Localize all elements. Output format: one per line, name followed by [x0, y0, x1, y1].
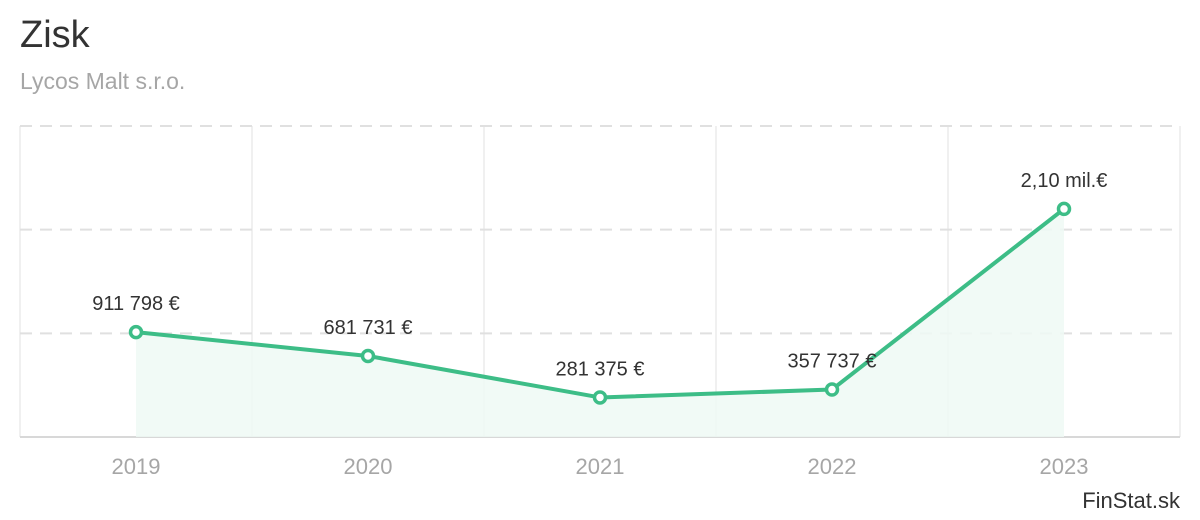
- data-point: [592, 390, 608, 405]
- data-point: [1056, 201, 1072, 217]
- x-tick-label: 2019: [112, 454, 161, 479]
- chart-title: Zisk: [20, 14, 90, 56]
- finstat-credit-link[interactable]: FinStat.sk: [1082, 488, 1180, 513]
- data-label: 357 737 €: [788, 351, 877, 373]
- x-tick-label: 2020: [344, 454, 393, 479]
- x-tick-label: 2022: [808, 454, 857, 479]
- data-label: 2,10 mil.€: [1021, 170, 1108, 192]
- data-label: 281 375 €: [556, 358, 645, 380]
- data-point: [360, 348, 376, 364]
- data-label: 681 731 €: [324, 317, 413, 339]
- data-point: [824, 382, 840, 397]
- data-point: [128, 324, 144, 340]
- data-label: 911 798 €: [92, 293, 180, 315]
- series-area-fill: [136, 208, 1064, 437]
- chart-subtitle: Lycos Malt s.r.o.: [20, 68, 186, 94]
- x-tick-label: 2021: [576, 454, 625, 479]
- x-tick-label: 2023: [1040, 454, 1089, 479]
